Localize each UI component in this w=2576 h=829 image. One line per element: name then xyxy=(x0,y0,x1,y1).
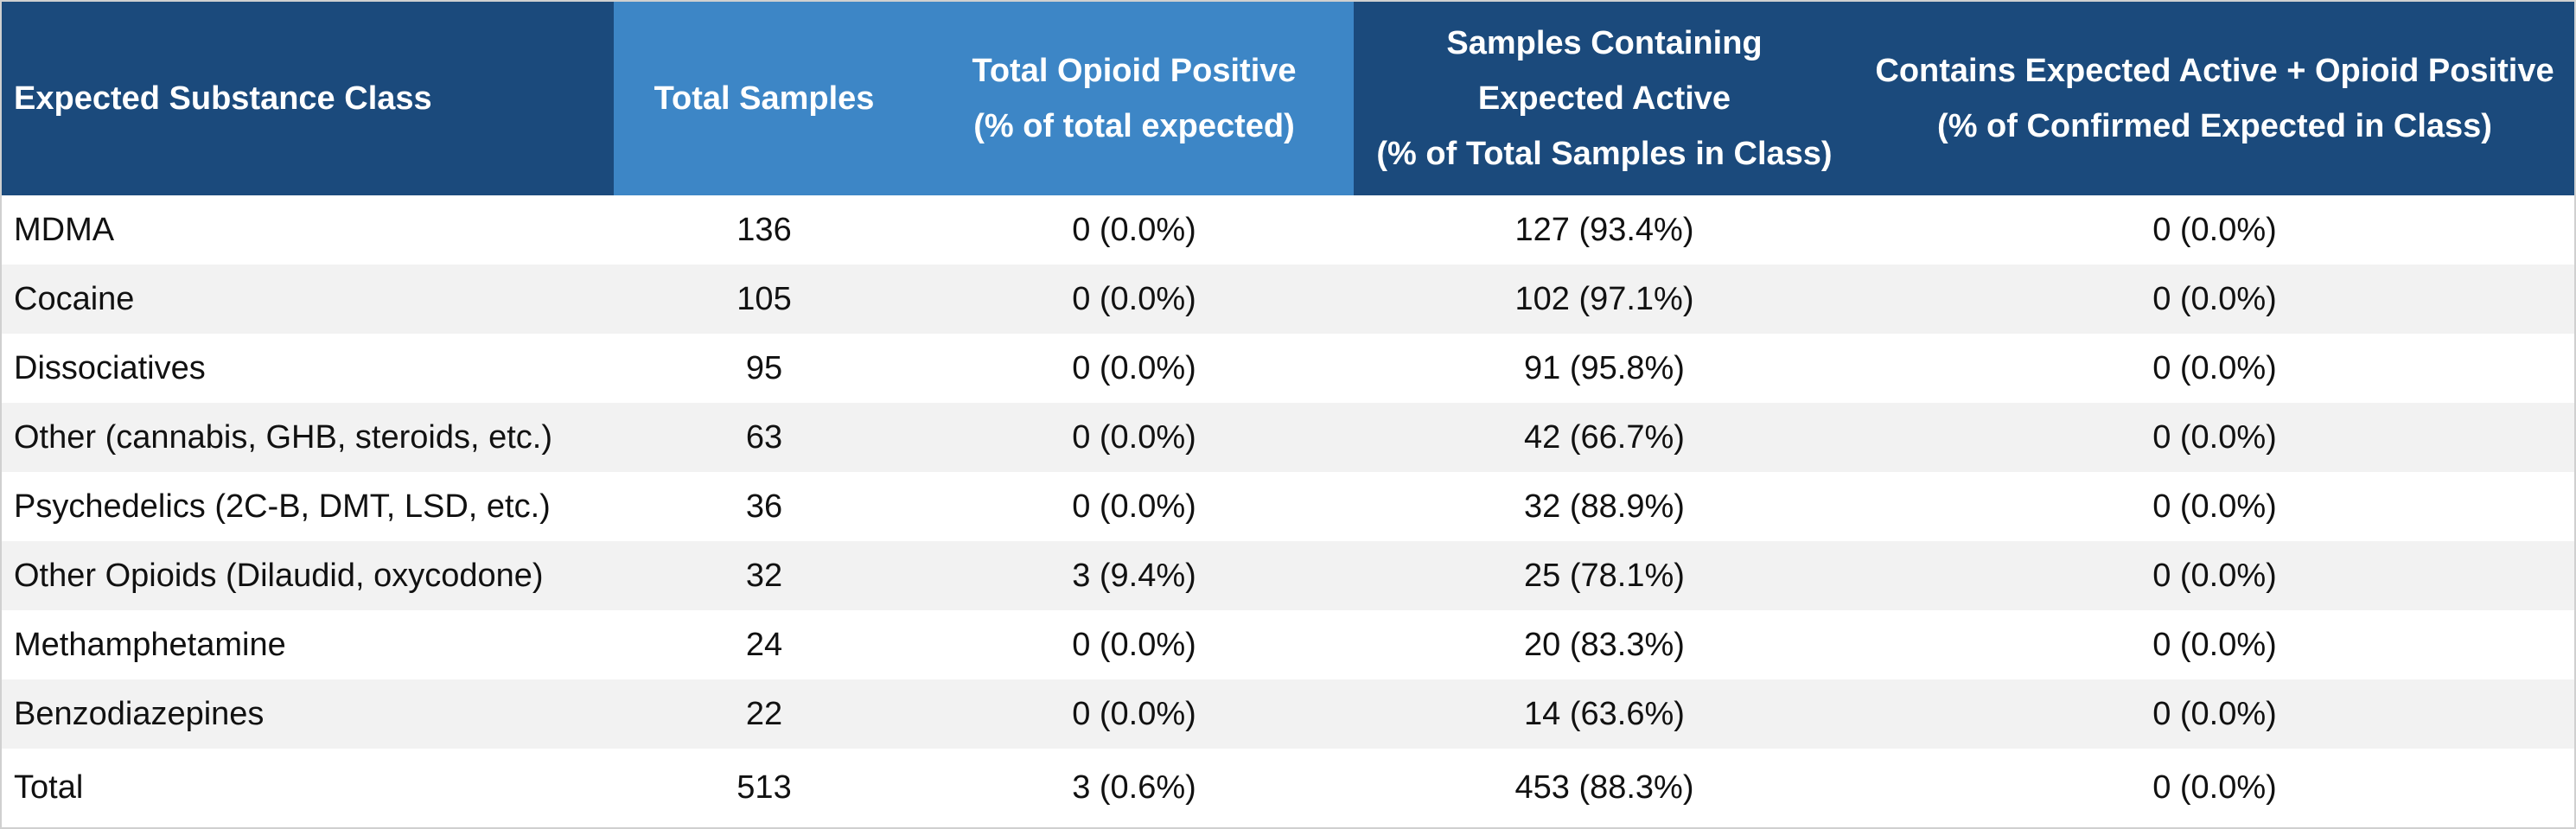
header-total-opioid-positive: Total Opioid Positive (% of total expect… xyxy=(915,2,1354,195)
table-row: Psychedelics (2C-B, DMT, LSD, etc.) 36 0… xyxy=(2,472,2574,541)
cell-substance-class: Psychedelics (2C-B, DMT, LSD, etc.) xyxy=(2,472,614,541)
header-line: Expected Substance Class xyxy=(14,80,432,117)
cell-substance-class: Benzodiazepines xyxy=(2,679,614,749)
header-total-samples: Total Samples xyxy=(614,2,915,195)
header-line: (% of Total Samples in Class) xyxy=(1376,136,1833,172)
cell-active-plus-opioid: 0 (0.0%) xyxy=(1855,610,2574,679)
cell-active-plus-opioid: 0 (0.0%) xyxy=(1855,195,2574,265)
table-row: Other Opioids (Dilaudid, oxycodone) 32 3… xyxy=(2,541,2574,610)
cell-total-samples: 95 xyxy=(614,334,915,403)
table-header: Expected Substance Class Total Samples T… xyxy=(2,2,2574,195)
cell-active-plus-opioid: 0 (0.0%) xyxy=(1855,334,2574,403)
cell-active-plus-opioid: 0 (0.0%) xyxy=(1855,541,2574,610)
cell-expected-active: 20 (83.3%) xyxy=(1354,610,1855,679)
cell-total-samples: 63 xyxy=(614,403,915,472)
cell-opioid-positive: 0 (0.0%) xyxy=(915,334,1354,403)
cell-expected-active: 42 (66.7%) xyxy=(1354,403,1855,472)
header-samples-containing-expected-active: Samples Containing Expected Active (% of… xyxy=(1354,2,1855,195)
cell-total-samples: 24 xyxy=(614,610,915,679)
header-line: Total Opioid Positive xyxy=(972,53,1297,89)
header-line: Samples Containing xyxy=(1446,25,1763,61)
cell-opioid-positive: 0 (0.0%) xyxy=(915,610,1354,679)
table-row: Other (cannabis, GHB, steroids, etc.) 63… xyxy=(2,403,2574,472)
cell-substance-class: Methamphetamine xyxy=(2,610,614,679)
cell-expected-active: 91 (95.8%) xyxy=(1354,334,1855,403)
cell-total-samples: 136 xyxy=(614,195,915,265)
cell-opioid-positive: 0 (0.0%) xyxy=(915,195,1354,265)
cell-active-plus-opioid: 0 (0.0%) xyxy=(1855,749,2574,826)
cell-expected-active: 14 (63.6%) xyxy=(1354,679,1855,749)
table-row: MDMA 136 0 (0.0%) 127 (93.4%) 0 (0.0%) xyxy=(2,195,2574,265)
header-line: Expected Active xyxy=(1477,80,1731,117)
cell-total-samples: 513 xyxy=(614,749,915,826)
cell-expected-active: 32 (88.9%) xyxy=(1354,472,1855,541)
table-row: Cocaine 105 0 (0.0%) 102 (97.1%) 0 (0.0%… xyxy=(2,265,2574,334)
cell-total-label: Total xyxy=(2,749,614,826)
cell-opioid-positive: 0 (0.0%) xyxy=(915,265,1354,334)
total-row: Total 513 3 (0.6%) 453 (88.3%) 0 (0.0%) xyxy=(2,749,2574,826)
table-row: Benzodiazepines 22 0 (0.0%) 14 (63.6%) 0… xyxy=(2,679,2574,749)
cell-expected-active: 127 (93.4%) xyxy=(1354,195,1855,265)
header-line: Contains Expected Active + Opioid Positi… xyxy=(1875,53,2554,89)
cell-expected-active: 453 (88.3%) xyxy=(1354,749,1855,826)
table-body: MDMA 136 0 (0.0%) 127 (93.4%) 0 (0.0%) C… xyxy=(2,195,2574,826)
header-expected-active-opioid-positive: Contains Expected Active + Opioid Positi… xyxy=(1855,2,2574,195)
cell-substance-class: Other Opioids (Dilaudid, oxycodone) xyxy=(2,541,614,610)
table-row: Dissociatives 95 0 (0.0%) 91 (95.8%) 0 (… xyxy=(2,334,2574,403)
cell-expected-active: 25 (78.1%) xyxy=(1354,541,1855,610)
header-row: Expected Substance Class Total Samples T… xyxy=(2,2,2574,195)
cell-opioid-positive: 3 (9.4%) xyxy=(915,541,1354,610)
cell-total-samples: 36 xyxy=(614,472,915,541)
cell-active-plus-opioid: 0 (0.0%) xyxy=(1855,403,2574,472)
cell-total-samples: 32 xyxy=(614,541,915,610)
cell-active-plus-opioid: 0 (0.0%) xyxy=(1855,472,2574,541)
cell-substance-class: Dissociatives xyxy=(2,334,614,403)
header-expected-substance-class: Expected Substance Class xyxy=(2,2,614,195)
header-line: (% of Confirmed Expected in Class) xyxy=(1937,108,2492,144)
cell-total-samples: 105 xyxy=(614,265,915,334)
cell-active-plus-opioid: 0 (0.0%) xyxy=(1855,679,2574,749)
cell-opioid-positive: 0 (0.0%) xyxy=(915,403,1354,472)
header-line: (% of total expected) xyxy=(973,108,1295,144)
cell-substance-class: MDMA xyxy=(2,195,614,265)
header-line: Total Samples xyxy=(654,80,875,117)
cell-total-samples: 22 xyxy=(614,679,915,749)
cell-substance-class: Other (cannabis, GHB, steroids, etc.) xyxy=(2,403,614,472)
cell-opioid-positive: 0 (0.0%) xyxy=(915,679,1354,749)
cell-opioid-positive: 3 (0.6%) xyxy=(915,749,1354,826)
cell-opioid-positive: 0 (0.0%) xyxy=(915,472,1354,541)
cell-substance-class: Cocaine xyxy=(2,265,614,334)
cell-expected-active: 102 (97.1%) xyxy=(1354,265,1855,334)
cell-active-plus-opioid: 0 (0.0%) xyxy=(1855,265,2574,334)
table-row: Methamphetamine 24 0 (0.0%) 20 (83.3%) 0… xyxy=(2,610,2574,679)
